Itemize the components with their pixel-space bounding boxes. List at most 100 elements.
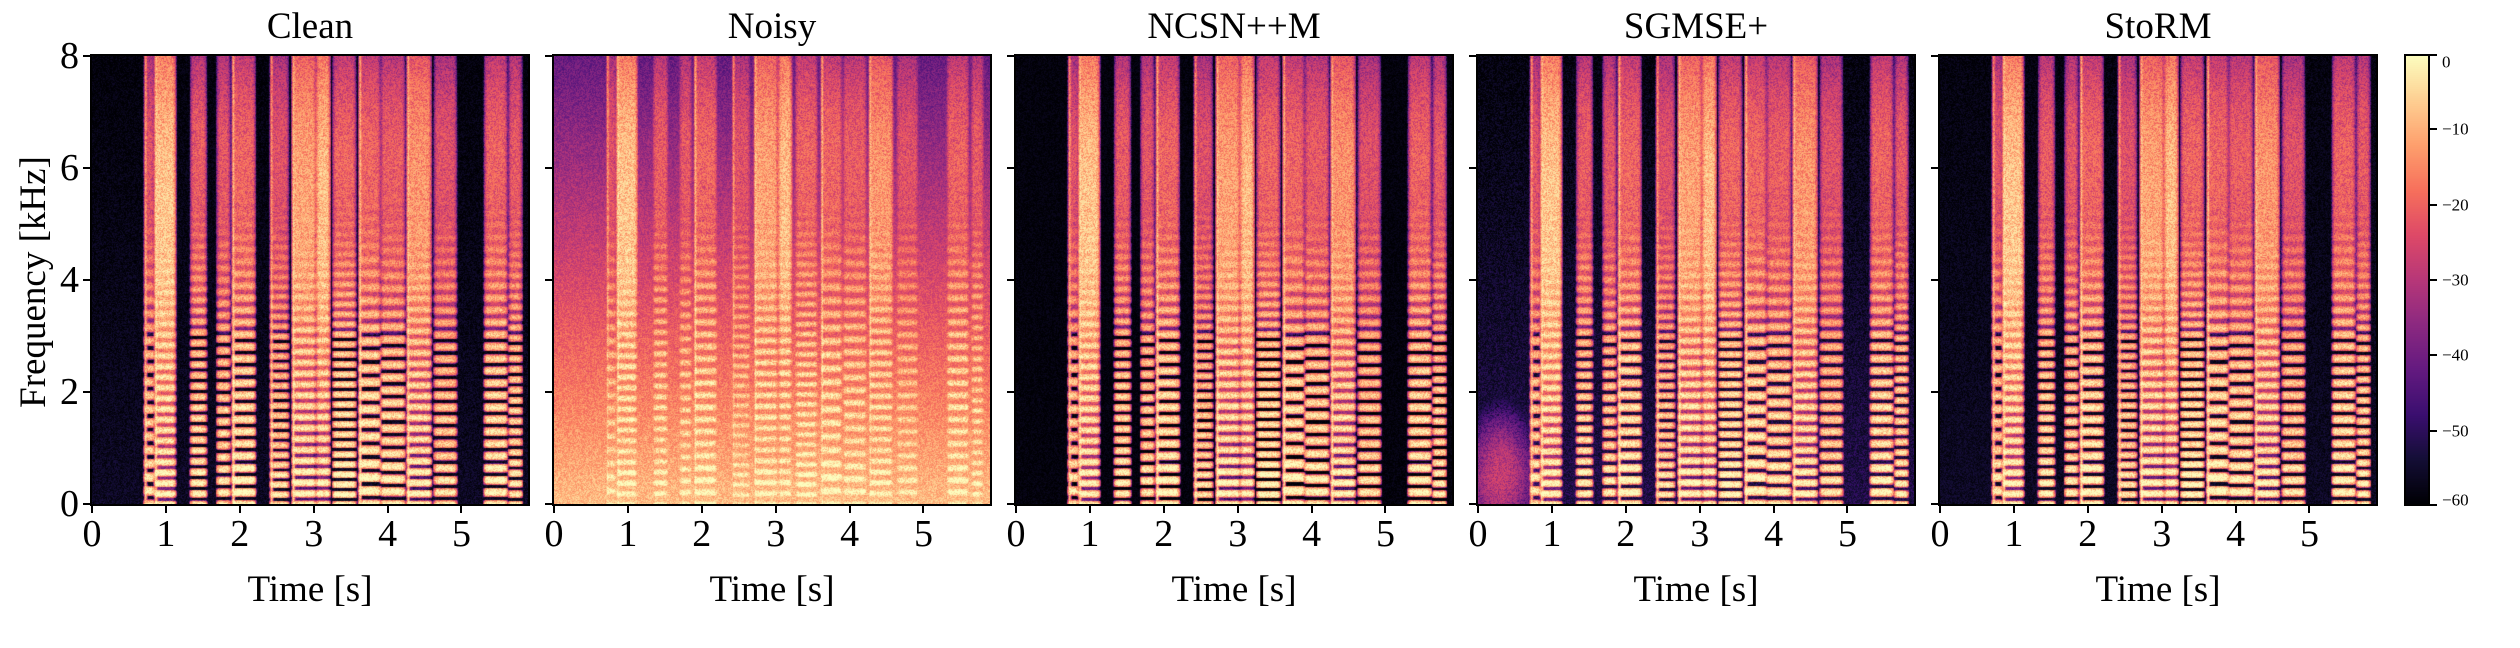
panel-title: Noisy bbox=[727, 6, 817, 47]
x-tick-label: 0 bbox=[1006, 513, 1026, 555]
panel-clean: Clean 0 1 2 3 4 5 0 2 4 6 8 Time [s] bbox=[60, 6, 530, 611]
x-tick-mark bbox=[1550, 504, 1553, 513]
x-tick-mark bbox=[2308, 504, 2311, 513]
y-tick-label: 0 bbox=[60, 483, 79, 525]
x-tick-label: 2 bbox=[230, 513, 250, 555]
x-tick-mark bbox=[700, 504, 703, 513]
panel-storm: StoRM 0 1 2 3 4 5 Time [s] bbox=[1931, 6, 2378, 611]
spectrogram-plot-storm: 0 1 2 3 4 5 bbox=[1931, 54, 2378, 553]
colorbar-tick-label: −10 bbox=[2442, 119, 2469, 139]
spectrogram-plot-ncsn-m: 0 1 2 3 4 5 bbox=[1007, 54, 1454, 553]
colorbar-tick-mark bbox=[2430, 203, 2437, 206]
panel-title: SGMSE+ bbox=[1623, 6, 1769, 47]
colorbar-tick-label: −20 bbox=[2442, 195, 2469, 215]
x-tick-mark bbox=[922, 504, 925, 513]
x-tick-mark bbox=[386, 504, 389, 513]
y-tick-mark bbox=[1931, 167, 1940, 169]
spectrogram-plot-noisy: 0 1 2 3 4 5 bbox=[545, 54, 992, 553]
y-tick-mark bbox=[83, 503, 92, 505]
x-tick-mark bbox=[1088, 504, 1091, 513]
x-tick-mark bbox=[91, 504, 93, 513]
panel-sgmse-: SGMSE+ 0 1 2 3 4 5 Time [s] bbox=[1469, 6, 1916, 611]
colorbar-frame bbox=[2404, 54, 2430, 506]
x-tick-mark bbox=[1162, 504, 1165, 513]
colorbar-tick-mark bbox=[2430, 279, 2437, 281]
y-tick-mark bbox=[1469, 391, 1478, 393]
x-tick-mark bbox=[1015, 504, 1017, 513]
x-tick-label: 4 bbox=[1302, 513, 1322, 555]
y-tick-mark bbox=[1931, 55, 1940, 57]
y-tick-label: 4 bbox=[60, 259, 79, 301]
x-tick-label: 0 bbox=[544, 513, 564, 555]
y-tick-mark bbox=[1469, 167, 1478, 169]
x-tick-label: 1 bbox=[1542, 513, 1562, 555]
x-tick-mark bbox=[2234, 504, 2237, 513]
colorbar-gradient bbox=[2406, 56, 2428, 504]
x-tick-label: 2 bbox=[1616, 513, 1636, 555]
x-tick-label: 1 bbox=[2004, 513, 2024, 555]
x-tick-label: 5 bbox=[451, 513, 471, 555]
x-tick-label: 1 bbox=[618, 513, 638, 555]
spectrogram-heatmap bbox=[1478, 56, 1914, 504]
y-tick-mark bbox=[545, 503, 554, 505]
x-tick-label: 5 bbox=[1375, 513, 1395, 555]
x-tick-mark bbox=[238, 504, 241, 513]
x-tick-label: 3 bbox=[1228, 513, 1248, 555]
y-tick-mark bbox=[1469, 279, 1478, 281]
y-tick-mark bbox=[1007, 279, 1016, 281]
x-tick-label: 2 bbox=[692, 513, 712, 555]
x-tick-mark bbox=[1384, 504, 1387, 513]
x-tick-label: 5 bbox=[2299, 513, 2319, 555]
x-tick-label: 2 bbox=[1154, 513, 1174, 555]
x-axis-label: Time [s] bbox=[2095, 569, 2221, 610]
colorbar-tick-mark bbox=[2430, 429, 2437, 432]
x-tick-label: 3 bbox=[1690, 513, 1710, 555]
y-tick-mark bbox=[545, 167, 554, 169]
y-tick-mark bbox=[83, 391, 92, 393]
colorbar-tick-label: 0 bbox=[2442, 52, 2451, 72]
x-tick-mark bbox=[2086, 504, 2089, 513]
x-tick-mark bbox=[1772, 504, 1775, 513]
y-tick-mark bbox=[83, 279, 92, 281]
x-tick-label: 0 bbox=[1468, 513, 1488, 555]
x-tick-label: 1 bbox=[156, 513, 176, 555]
x-tick-mark bbox=[1236, 504, 1239, 513]
colorbar-tick-label: −50 bbox=[2442, 421, 2469, 441]
x-tick-label: 3 bbox=[766, 513, 786, 555]
x-tick-label: 3 bbox=[2152, 513, 2172, 555]
y-tick-mark bbox=[1007, 55, 1016, 57]
panel-title: NCSN++M bbox=[1147, 6, 1321, 47]
x-tick-label: 0 bbox=[1930, 513, 1950, 555]
x-tick-label: 3 bbox=[304, 513, 324, 555]
spectrogram-heatmap bbox=[1940, 56, 2376, 504]
y-tick-mark bbox=[545, 279, 554, 281]
x-axis-label: Time [s] bbox=[1633, 569, 1759, 610]
colorbar-tick-mark bbox=[2430, 128, 2437, 131]
x-tick-mark bbox=[2012, 504, 2015, 513]
y-tick-mark bbox=[1007, 167, 1016, 169]
y-tick-mark bbox=[83, 55, 92, 57]
x-tick-mark bbox=[312, 504, 315, 513]
colorbar-tick-label: −30 bbox=[2442, 270, 2469, 290]
spectrogram-plot-sgmse-: 0 1 2 3 4 5 bbox=[1469, 54, 1916, 553]
colorbar: 0 −10 −20 −30 −40 −50 −60 bbox=[2404, 52, 2516, 509]
panels-row: Clean 0 1 2 3 4 5 0 2 4 6 8 Time [s] Noisy 0 1 2 3 4 5 Time … bbox=[60, 6, 2378, 611]
x-tick-label: 4 bbox=[2226, 513, 2246, 555]
panel-ncsn-m: NCSN++M 0 1 2 3 4 5 Time [s] bbox=[1007, 6, 1454, 611]
y-tick-label: 2 bbox=[60, 371, 79, 413]
y-tick-mark bbox=[1007, 503, 1016, 505]
y-tick-label: 6 bbox=[60, 147, 79, 189]
x-tick-label: 0 bbox=[82, 513, 102, 555]
spectrogram-heatmap bbox=[92, 56, 528, 504]
colorbar-tick-mark bbox=[2430, 504, 2437, 506]
colorbar-tick-mark bbox=[2430, 354, 2437, 357]
x-tick-mark bbox=[1939, 504, 1941, 513]
colorbar-tick-label: −40 bbox=[2442, 345, 2469, 365]
panel-title: StoRM bbox=[2104, 6, 2212, 47]
x-axis-label: Time [s] bbox=[709, 569, 835, 610]
y-tick-mark bbox=[1931, 279, 1940, 281]
spectrogram-heatmap bbox=[554, 56, 990, 504]
x-tick-label: 4 bbox=[1764, 513, 1784, 555]
y-tick-mark bbox=[1469, 503, 1478, 505]
